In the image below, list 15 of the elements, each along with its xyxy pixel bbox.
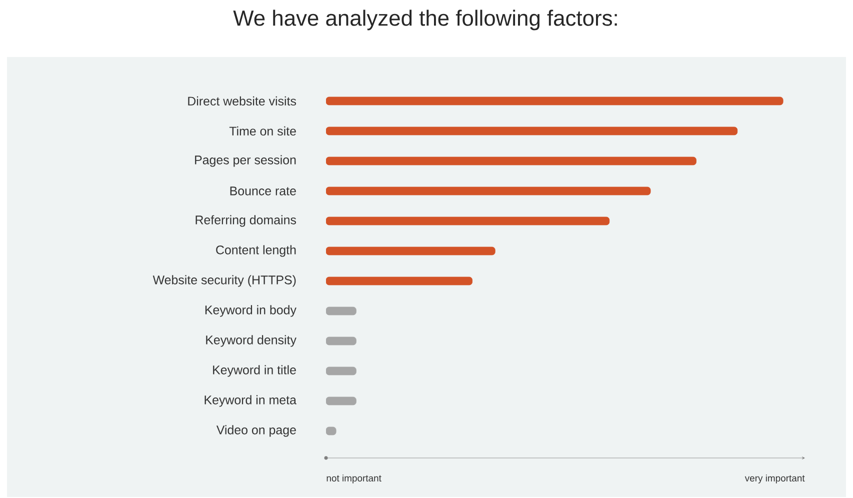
y-tick-label: Direct website visits <box>188 96 296 106</box>
y-tick-label: Video on page <box>216 425 296 437</box>
y-tick-label: Keyword in meta <box>204 395 296 407</box>
chart-title: We have analyzed the following factors: <box>233 10 617 30</box>
y-tick-label: Content length <box>216 245 296 257</box>
text: very important <box>744 474 805 484</box>
y-tick-label: Keyword in body <box>205 305 296 317</box>
y-tick-label: Pages per session <box>195 155 296 167</box>
y-tick-label: Referring domains <box>196 215 296 227</box>
y-tick-label: Time on site <box>229 126 296 136</box>
text: not important <box>326 474 382 484</box>
y-tick-label: Keyword in title <box>213 365 296 377</box>
y-tick-label: Keyword density <box>206 335 296 347</box>
y-tick-label: Bounce rate <box>230 186 296 196</box>
y-tick-label: Website security (HTTPS) <box>152 275 296 287</box>
